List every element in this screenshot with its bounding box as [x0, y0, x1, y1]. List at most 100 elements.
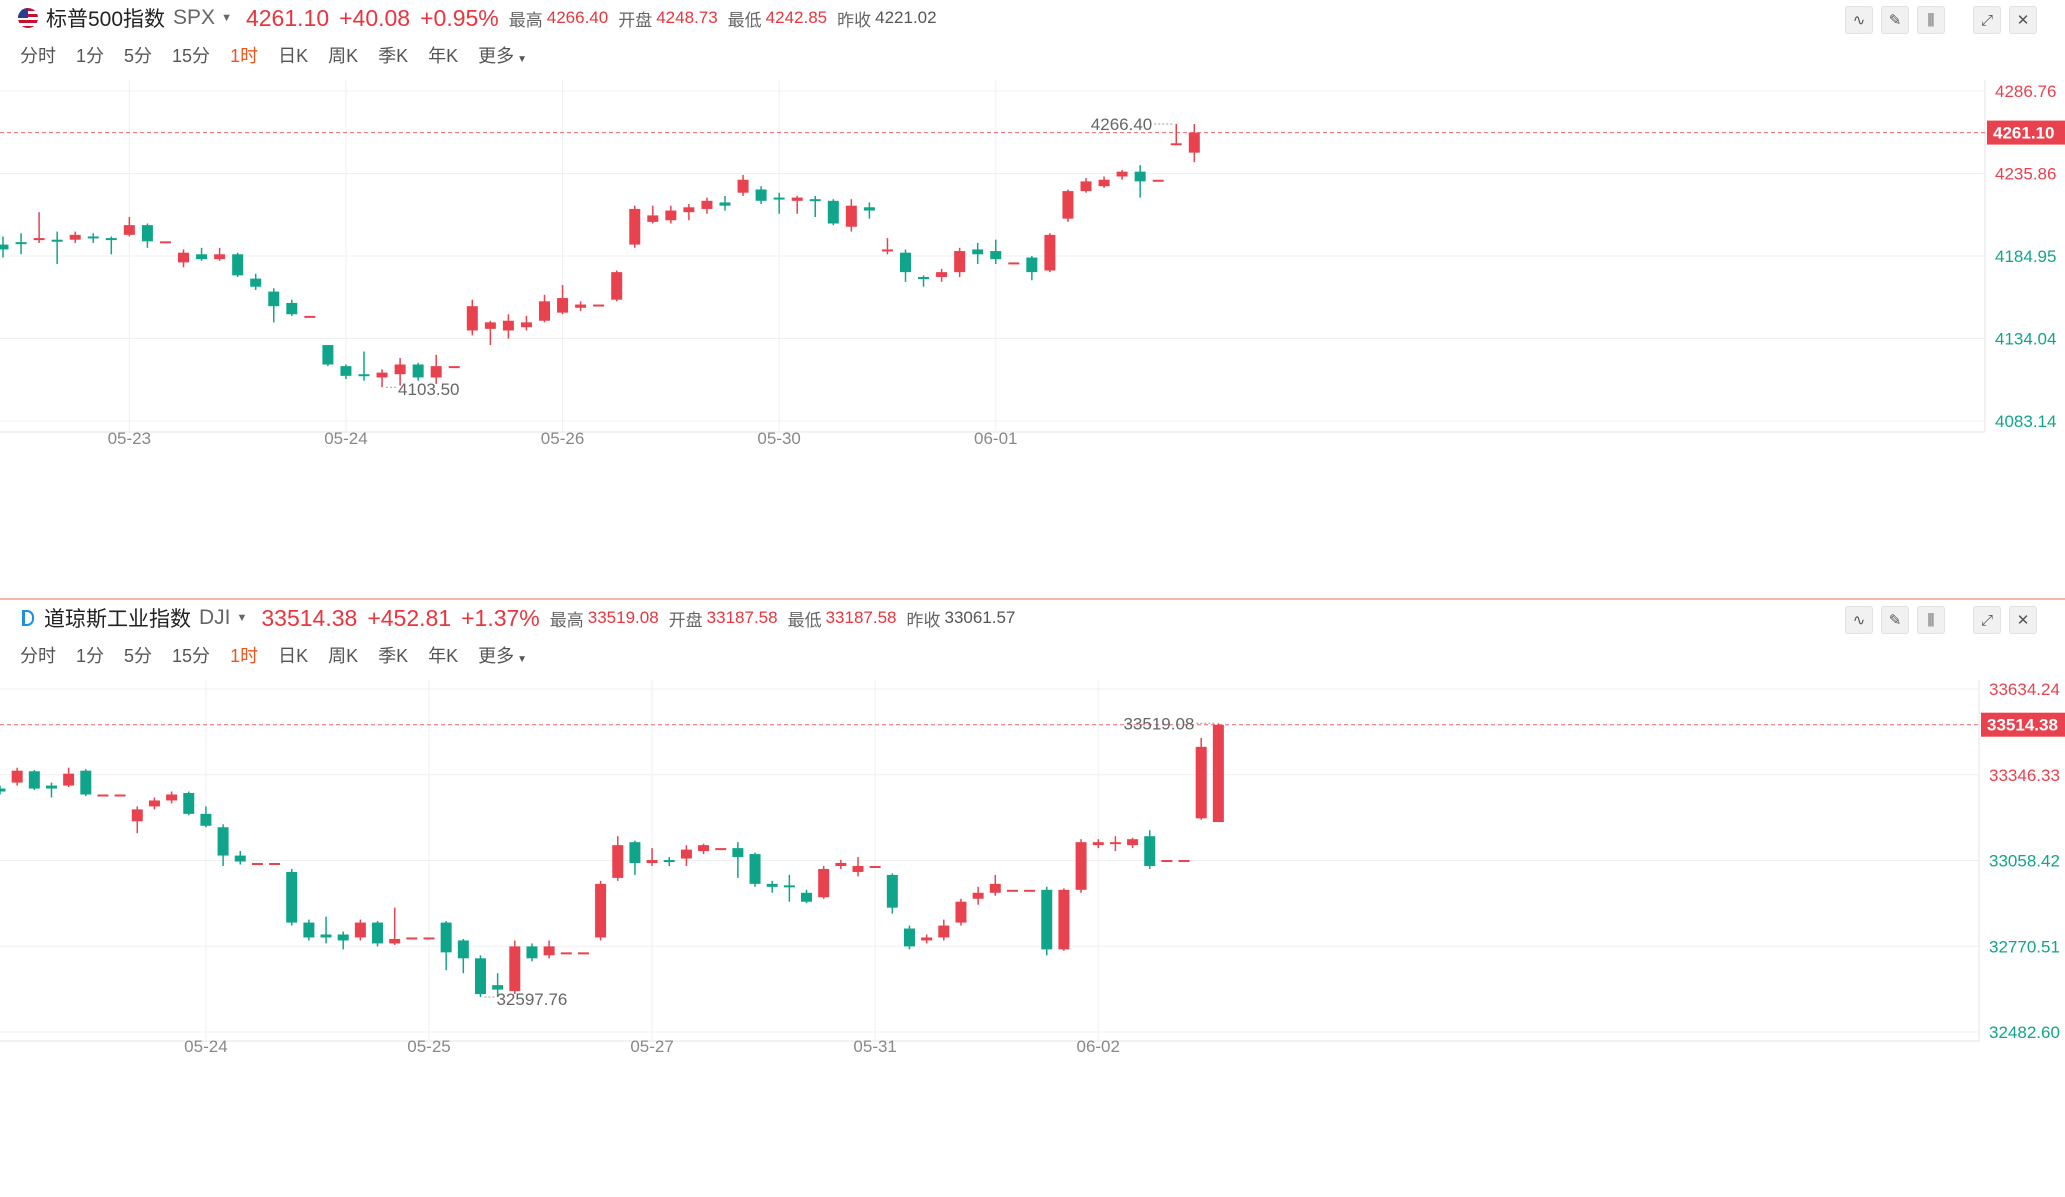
candle	[28, 770, 40, 791]
indicator-icon[interactable]: ∿	[1845, 606, 1873, 634]
period-tab[interactable]: 分时	[20, 646, 56, 666]
us-flag-icon	[18, 8, 38, 28]
x-tick-label: 05-30	[757, 429, 800, 448]
candle	[881, 238, 893, 255]
candle-body	[1041, 889, 1053, 950]
chart-canvas[interactable]: 4286.76 4235.86 4184.95 4134.04 4083.14 05-23…	[0, 80, 2065, 598]
max-price-label: 33519.08	[1123, 714, 1194, 733]
period-tab[interactable]: 年K	[428, 46, 459, 66]
candle-body	[593, 304, 605, 307]
candle	[69, 231, 81, 243]
candle	[698, 843, 710, 855]
expand-icon[interactable]: ⤢	[1973, 606, 2001, 634]
x-tick-label: 05-24	[324, 429, 367, 448]
candle	[1195, 737, 1207, 820]
close-icon[interactable]: ✕	[2009, 606, 2037, 634]
candle-body	[394, 364, 406, 375]
x-tick-label: 06-01	[974, 429, 1017, 448]
min-price-label: 4103.50	[398, 380, 459, 399]
symbol-dropdown-icon[interactable]: ▼	[236, 612, 248, 624]
draw-icon[interactable]: ✎	[1881, 6, 1909, 34]
period-tab-active[interactable]: 1时	[230, 46, 259, 66]
candle	[526, 943, 538, 962]
candle-body	[575, 304, 587, 308]
candle-body	[87, 236, 99, 239]
symbol-dropdown-icon[interactable]: ▼	[221, 12, 232, 24]
candle-body	[1212, 724, 1224, 823]
candle-body	[827, 200, 839, 224]
period-tab[interactable]: 5分	[124, 46, 153, 66]
index-symbol[interactable]: DJI	[199, 606, 231, 629]
period-tab-more[interactable]: 更多 ▼	[478, 642, 527, 668]
candle-body	[900, 252, 911, 273]
quote-header: 道琼斯工业指数 DJI ▼ 33514.38 +452.81 +1.37% 最高…	[0, 600, 1900, 636]
period-tab[interactable]: 周K	[328, 646, 359, 666]
candle	[148, 797, 160, 810]
period-tab[interactable]: 1分	[76, 646, 105, 666]
candle	[845, 199, 857, 232]
dji-candlestick-chart[interactable]: 33634.24 33346.33 33058.42 32770.51 32482.60…	[0, 680, 2065, 1197]
candle	[835, 860, 847, 869]
close-icon[interactable]: ✕	[2009, 6, 2037, 34]
candle-body	[863, 207, 875, 211]
period-tab[interactable]: 15分	[172, 646, 211, 666]
candle-body	[141, 225, 153, 242]
candle	[869, 865, 881, 868]
period-tab[interactable]: 日K	[278, 646, 309, 666]
candle	[114, 794, 126, 797]
candle	[1080, 178, 1092, 193]
period-tab[interactable]: 分时	[20, 46, 56, 66]
candle	[250, 273, 262, 290]
candle-body	[217, 827, 229, 856]
candle-body	[1058, 889, 1070, 950]
candle-body	[0, 788, 6, 792]
candle-body	[629, 842, 641, 864]
period-tab[interactable]: 15分	[172, 46, 211, 66]
candle	[1041, 886, 1053, 956]
candle	[791, 195, 803, 214]
x-tick-label: 05-23	[108, 429, 151, 448]
indicator-icon[interactable]: ∿	[1845, 6, 1873, 34]
candle-body	[845, 205, 857, 227]
prev-close-label: 昨收	[837, 10, 872, 30]
candle	[123, 217, 135, 237]
candle-type-icon[interactable]: ⫼	[1917, 6, 1945, 34]
candle	[539, 294, 550, 323]
candle	[394, 358, 406, 386]
period-tab[interactable]: 年K	[428, 646, 459, 666]
candle-body	[629, 208, 641, 245]
period-tab-more[interactable]: 更多 ▼	[478, 42, 527, 68]
candle-body	[773, 197, 785, 200]
candle-body	[801, 892, 813, 902]
open-label: 开盘	[668, 610, 703, 630]
period-tab[interactable]: 季K	[378, 646, 409, 666]
period-tab-active[interactable]: 1时	[230, 646, 259, 666]
chart-canvas[interactable]: 33634.24 33346.33 33058.42 32770.51 32482.60…	[0, 680, 2065, 1197]
candle	[900, 249, 911, 282]
spx-candlestick-chart[interactable]: 4286.76 4235.86 4184.95 4134.04 4083.14 05-23…	[0, 80, 2065, 598]
index-name[interactable]: 道琼斯工业指数	[44, 608, 191, 631]
period-tab[interactable]: 日K	[278, 46, 309, 66]
candle	[412, 362, 424, 381]
expand-icon[interactable]: ⤢	[1973, 6, 2001, 34]
candle	[766, 880, 778, 893]
candle	[1116, 170, 1128, 180]
y-tick-label: 4286.76	[1995, 82, 2056, 101]
index-name[interactable]: 标普500指数	[46, 8, 166, 31]
candle-body	[1188, 132, 1200, 153]
period-tab[interactable]: 1分	[76, 46, 105, 66]
candle-type-icon[interactable]: ⫼	[1917, 606, 1945, 634]
index-symbol[interactable]: SPX	[173, 6, 216, 29]
chart-toolbar: ∿ ✎ ⫼ ⤢ ✕	[1845, 6, 2065, 36]
candle-body	[783, 885, 795, 888]
candle	[749, 852, 761, 887]
candle	[680, 845, 692, 866]
period-tab[interactable]: 5分	[124, 646, 153, 666]
candle	[954, 247, 966, 277]
candle	[286, 868, 298, 926]
period-tab[interactable]: 周K	[328, 46, 359, 66]
candle	[340, 364, 352, 380]
draw-icon[interactable]: ✎	[1881, 606, 1909, 634]
candle	[773, 192, 785, 214]
period-tab[interactable]: 季K	[378, 46, 409, 66]
